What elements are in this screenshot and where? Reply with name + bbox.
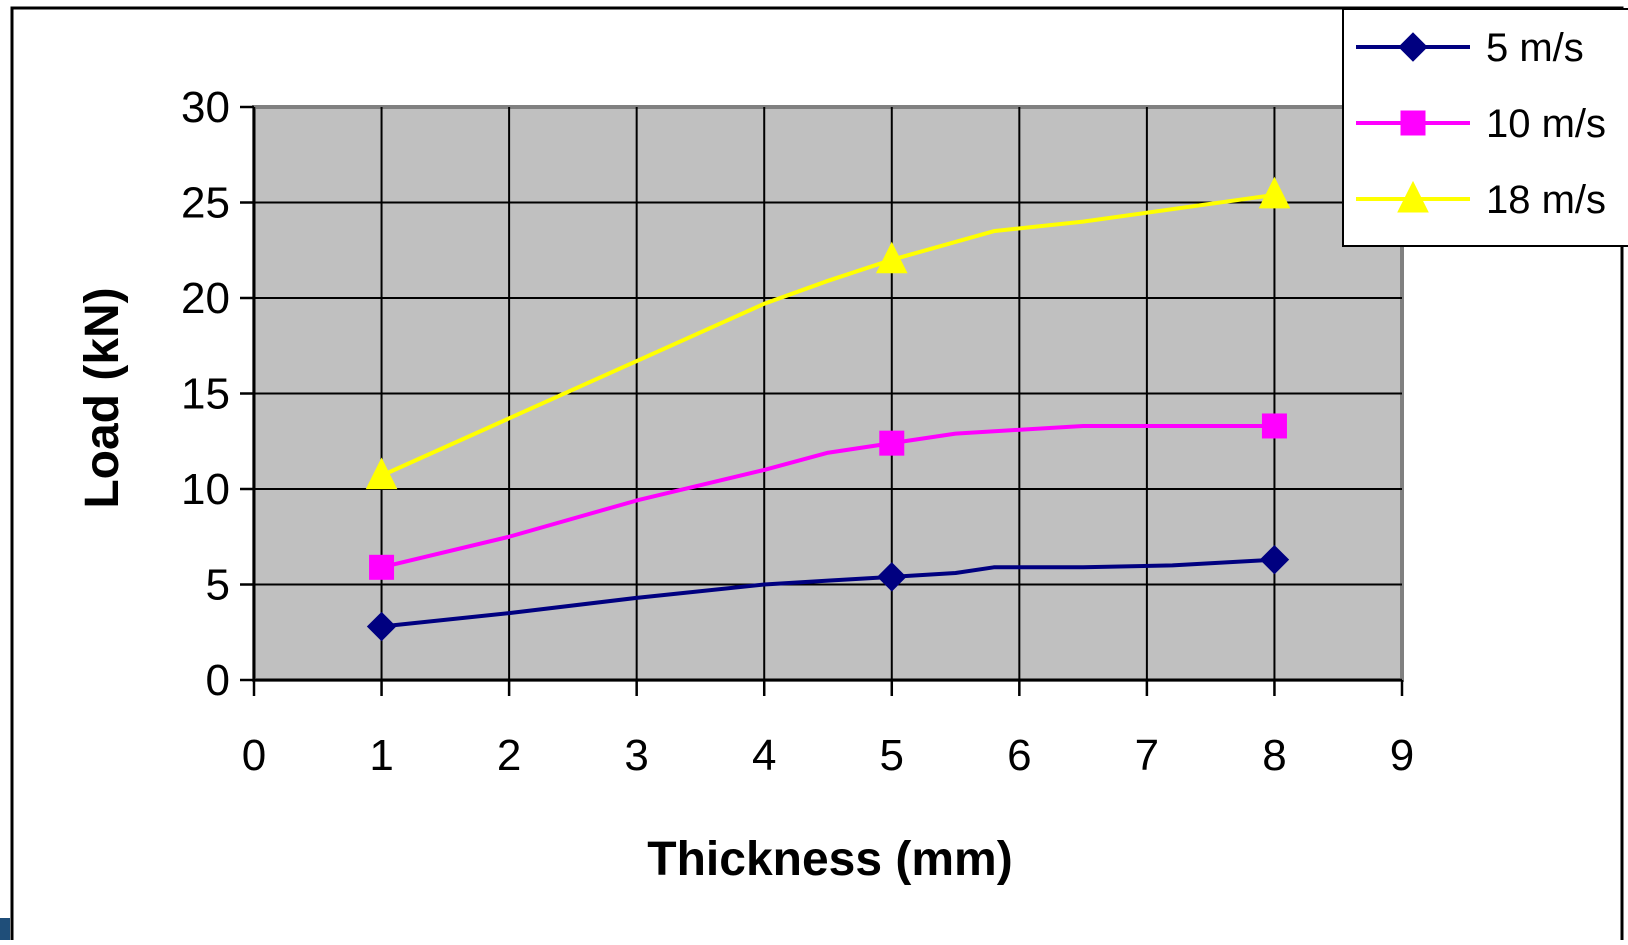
x-axis-title: Thickness (mm) [647,833,1012,886]
data-point-10-m-s [879,430,905,456]
data-point-10-m-s [1261,413,1287,439]
x-tick-label: 5 [880,731,904,780]
legend-marker-10-m-s [1400,110,1426,136]
y-tick-label: 0 [206,656,230,705]
legend-label-18-m-s: 18 m/s [1486,178,1606,222]
data-point-5-m-s [366,611,397,642]
x-tick-label: 8 [1262,731,1286,780]
data-point-5-m-s [877,562,907,592]
grid-lines [254,107,1402,680]
x-tick-label: 7 [1135,731,1159,780]
x-tick-label: 9 [1390,731,1414,780]
legend-label-10-m-s: 10 m/s [1486,102,1606,146]
x-tick-label: 6 [1007,731,1031,780]
legend-label-5-m-s: 5 m/s [1486,26,1584,70]
y-tick-label: 15 [181,370,230,419]
y-tick-label: 5 [206,561,230,610]
y-tick-label: 10 [181,465,230,514]
series-markers [365,176,1291,642]
legend-marker-18-m-s [1397,180,1429,213]
data-point-10-m-s [369,554,395,580]
data-point-18-m-s [875,241,908,274]
series-line-10-m-s [381,423,1275,570]
legend-items: 5 m/s 10 m/s 18 m/s [1356,26,1606,222]
y-axis-title: Load (kN) [76,287,129,508]
x-tick-label: 3 [624,731,648,780]
axes [240,105,1404,696]
x-tick-label: 4 [752,731,776,780]
y-tick-label: 30 [181,83,230,132]
series-line-18-m-s [380,192,1275,478]
data-point-18-m-s [1258,176,1291,209]
y-tick-label: 25 [181,179,230,228]
legend-marker-5-m-s [1398,32,1428,62]
data-point-5-m-s [1259,544,1290,575]
legend: 5 m/s 10 m/s 18 m/s [1342,8,1628,247]
x-tick-label: 2 [497,731,521,780]
y-tick-label: 20 [181,274,230,323]
x-tick-label: 0 [242,731,266,780]
tick-labels: 0 5 10 15 20 25 30 0 1 2 3 4 5 6 7 8 9 [181,83,1414,780]
x-tick-label: 1 [369,731,393,780]
corner-decoration [0,918,10,940]
data-point-18-m-s [365,457,398,490]
